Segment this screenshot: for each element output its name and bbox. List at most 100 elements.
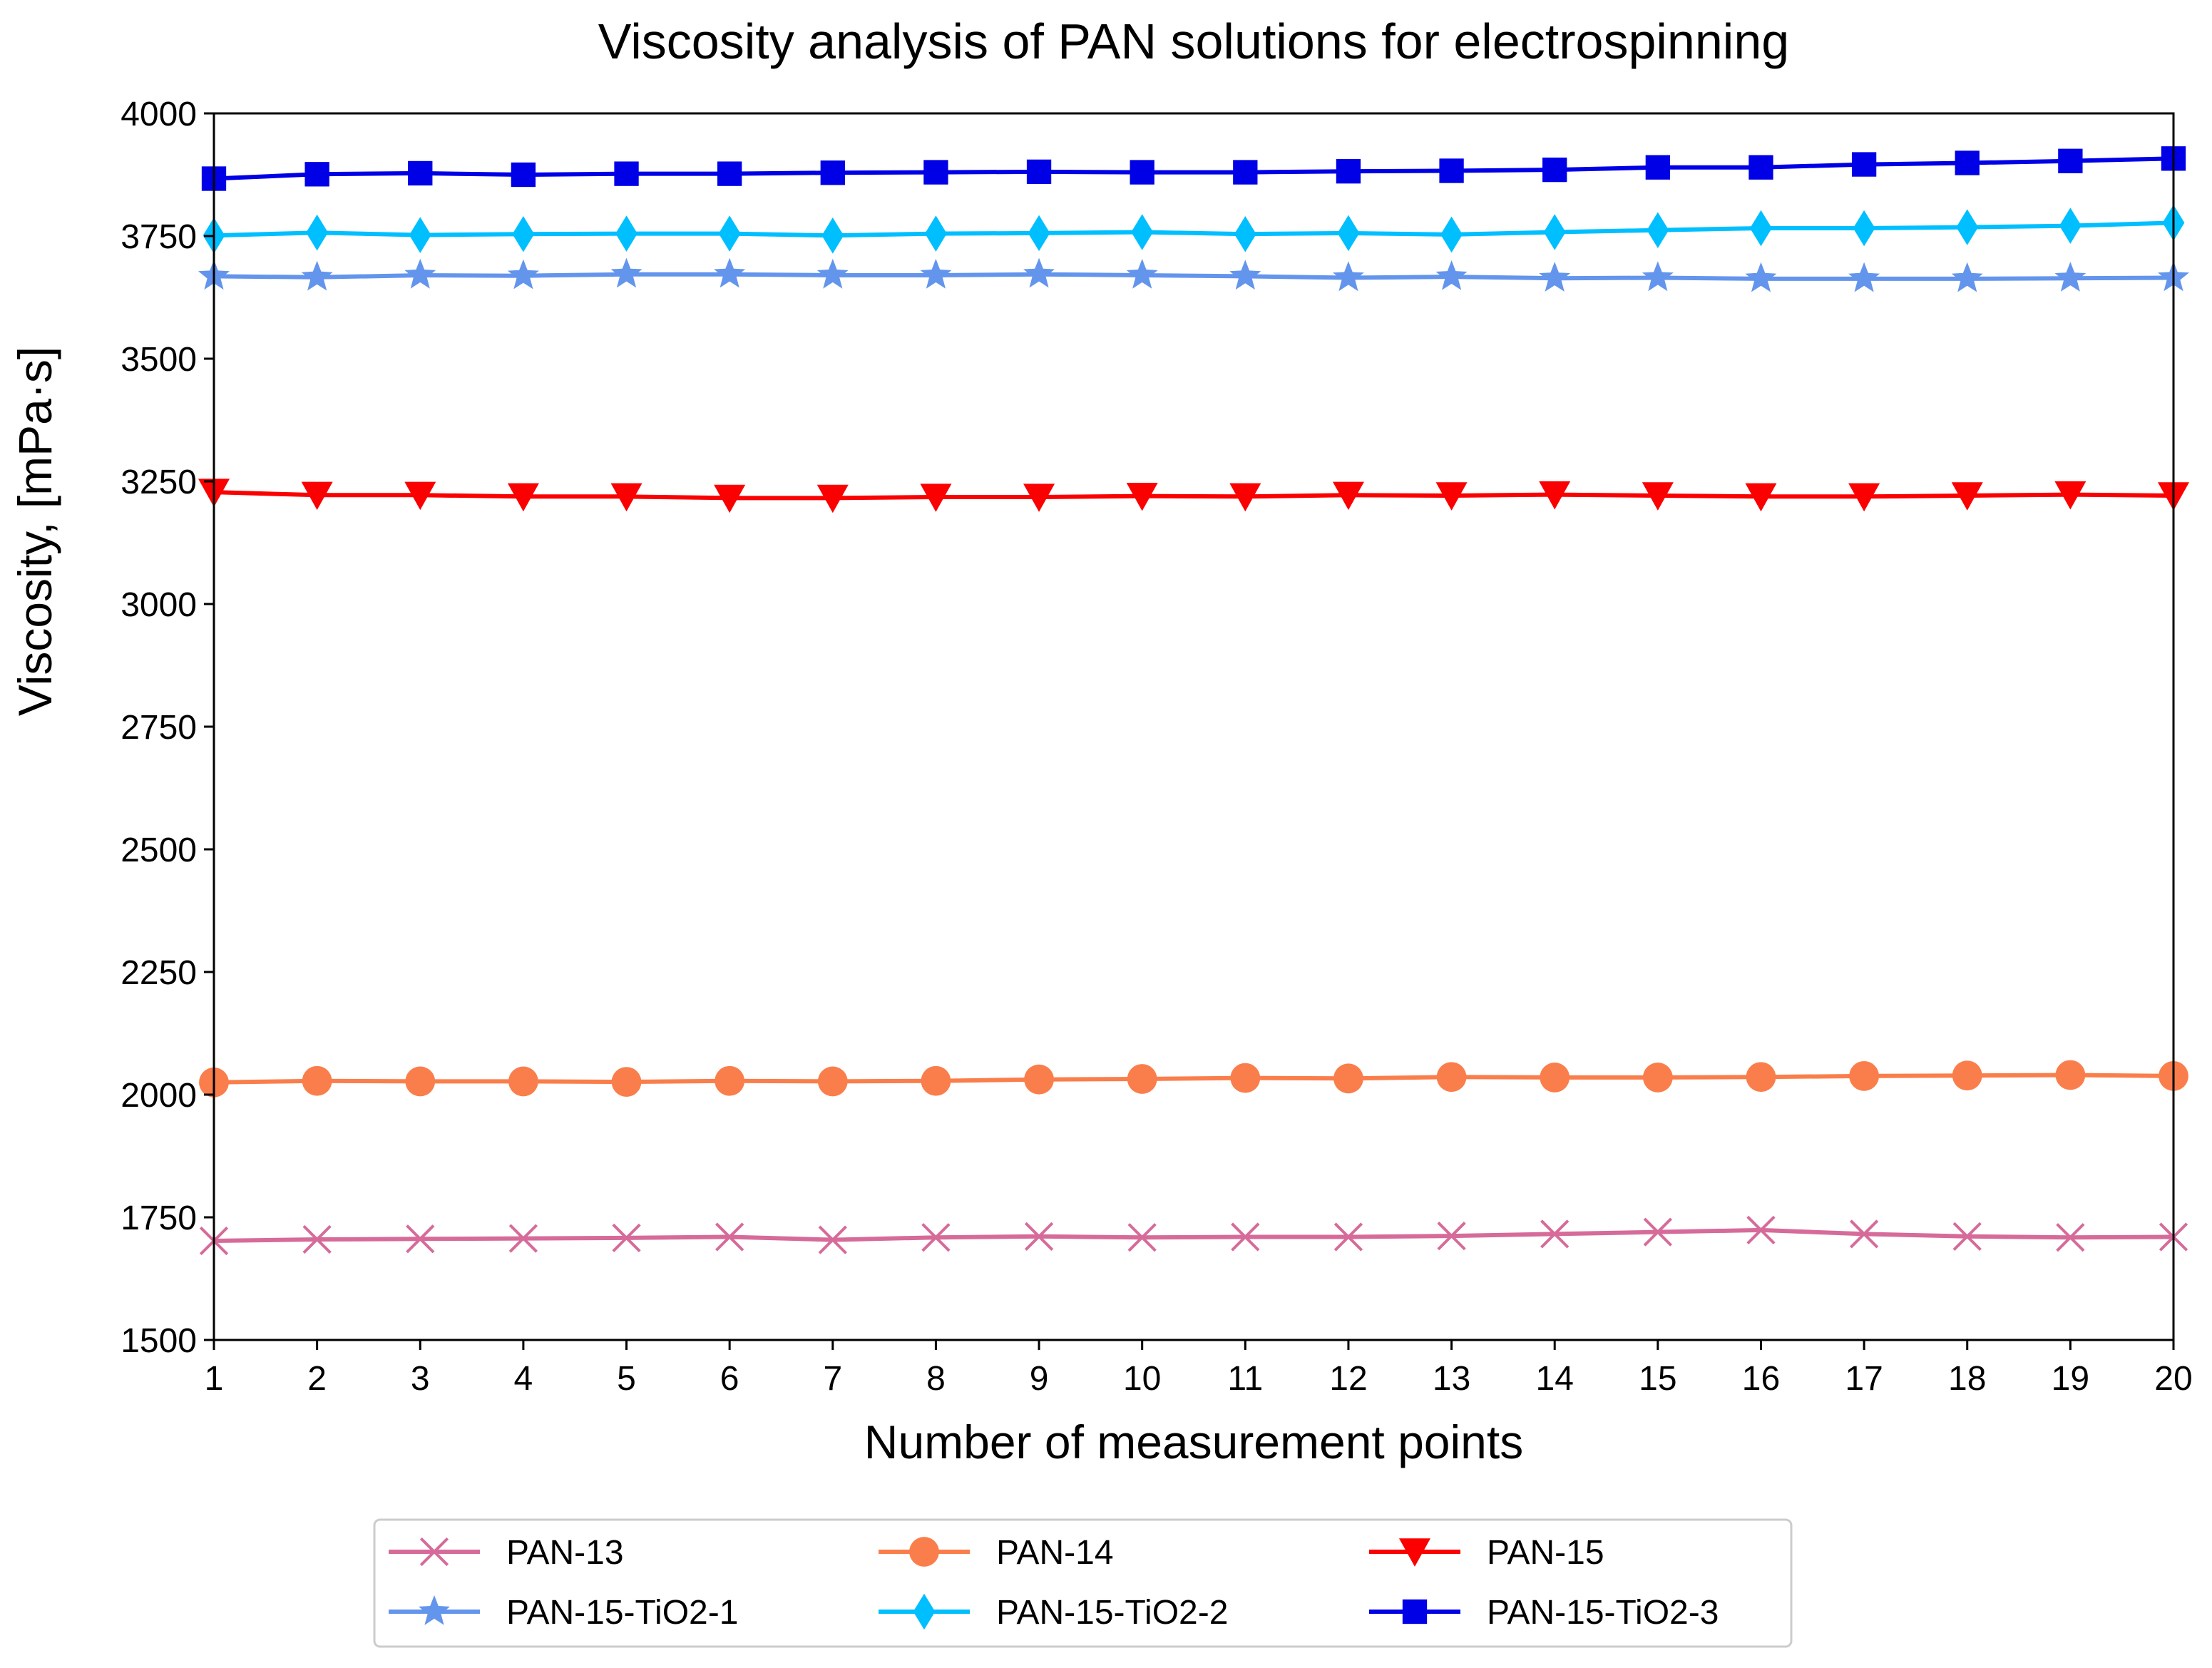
data-point xyxy=(1435,482,1468,511)
data-point xyxy=(1848,483,1880,512)
data-point xyxy=(610,483,642,512)
data-point xyxy=(2054,481,2086,510)
data-point xyxy=(1440,216,1463,253)
data-point xyxy=(511,162,536,188)
data-point xyxy=(1333,1063,1363,1094)
data-point xyxy=(715,1222,744,1252)
data-point xyxy=(1126,258,1158,289)
legend-marker xyxy=(913,1593,936,1630)
data-point xyxy=(1023,257,1055,288)
data-point xyxy=(818,1225,847,1254)
legend-item: PAN-15-TiO2-3 xyxy=(1369,1594,1719,1632)
data-point xyxy=(921,1065,951,1096)
data-point xyxy=(1853,210,1875,247)
series-pan-14 xyxy=(199,1060,2188,1097)
data-point xyxy=(1333,261,1364,292)
data-point xyxy=(1435,260,1468,290)
data-point xyxy=(508,1224,538,1253)
data-point xyxy=(302,1224,332,1254)
data-point xyxy=(1951,262,1983,292)
x-tick-label: 17 xyxy=(1845,1360,1883,1398)
data-point xyxy=(1439,158,1464,183)
data-point xyxy=(1746,1062,1776,1093)
data-point xyxy=(1952,1222,1982,1251)
data-point xyxy=(1126,482,1158,511)
series-pan-15-tio2-3 xyxy=(201,146,2186,191)
data-point xyxy=(409,217,431,253)
series-pan-13 xyxy=(199,1215,2188,1256)
data-point xyxy=(2054,262,2086,292)
data-point xyxy=(1745,262,1777,292)
data-point xyxy=(2055,1060,2086,1090)
data-point xyxy=(1234,215,1256,252)
data-point xyxy=(1130,160,1154,185)
data-point xyxy=(1229,260,1261,290)
data-point xyxy=(611,1067,642,1097)
data-point xyxy=(1746,1215,1776,1245)
legend-item: PAN-13 xyxy=(389,1534,624,1572)
data-point xyxy=(717,161,742,186)
series-line xyxy=(213,156,2174,181)
y-tick-label: 3500 xyxy=(121,341,197,379)
x-axis-title: Number of measurement points xyxy=(864,1416,1523,1468)
data-point xyxy=(1542,157,1567,183)
x-tick-label: 11 xyxy=(1227,1360,1263,1398)
data-point xyxy=(921,1223,951,1252)
data-point xyxy=(1437,1222,1466,1251)
legend-label: PAN-15-TiO2-1 xyxy=(506,1594,738,1632)
data-point xyxy=(1540,1063,1570,1093)
data-point xyxy=(2056,1223,2085,1252)
data-point xyxy=(1131,214,1154,250)
series-line xyxy=(213,490,2174,501)
data-point xyxy=(306,214,329,251)
data-point xyxy=(715,1065,745,1096)
data-point xyxy=(1642,261,1674,292)
data-point xyxy=(1024,1064,1054,1095)
series-pan-15-tio2-1 xyxy=(198,257,2189,292)
series-line xyxy=(213,220,2174,238)
series-pan-15-tio2-2 xyxy=(203,205,2185,254)
data-point xyxy=(920,483,952,512)
data-point xyxy=(404,481,436,511)
legend-label: PAN-15 xyxy=(1487,1534,1604,1572)
plot-layer xyxy=(198,146,2189,1256)
data-point xyxy=(508,1066,538,1097)
data-point xyxy=(615,215,638,252)
data-point xyxy=(1642,1063,1673,1093)
data-point xyxy=(1952,1060,1982,1091)
data-point xyxy=(1333,1222,1363,1252)
y-tick-label: 2250 xyxy=(121,954,197,992)
x-tick-label: 16 xyxy=(1742,1360,1780,1398)
data-point xyxy=(817,1066,848,1097)
data-point xyxy=(404,258,436,289)
data-point xyxy=(1231,1222,1260,1252)
legend-item: PAN-15 xyxy=(1369,1534,1604,1572)
data-point xyxy=(1337,215,1360,252)
data-point xyxy=(1024,1222,1054,1251)
data-point xyxy=(925,215,947,252)
axes-layer: 1 2 3 4 5 6 7 8 9 10 11 12 13 14 15 16 17 18 19 20150017502… xyxy=(121,96,2192,1398)
data-point xyxy=(1127,1064,1157,1094)
data-point xyxy=(1956,209,1979,245)
legend-marker xyxy=(419,1537,449,1567)
data-point xyxy=(408,160,433,186)
data-point xyxy=(301,260,333,291)
data-point xyxy=(1748,155,1773,180)
legend-marker xyxy=(1399,1538,1430,1567)
data-point xyxy=(1230,1063,1261,1093)
x-tick-label: 1 xyxy=(205,1360,224,1398)
data-point xyxy=(304,162,329,187)
y-tick-label: 3750 xyxy=(121,218,197,256)
y-tick-label: 2500 xyxy=(121,832,197,869)
data-point xyxy=(1229,483,1261,512)
y-axis-title: Viscosity, [mPa·s] xyxy=(9,347,61,716)
legend-item: PAN-14 xyxy=(879,1534,1114,1572)
series-line xyxy=(213,1073,2174,1085)
data-point xyxy=(1028,215,1050,252)
data-point xyxy=(2059,208,2082,244)
legend: PAN-13 PAN-14 PAN-15 PAN-15-TiO2-1 PAN-15-Ti… xyxy=(373,1518,1793,1648)
data-point xyxy=(512,215,535,252)
data-point xyxy=(2058,148,2083,173)
data-point xyxy=(1127,1223,1157,1252)
